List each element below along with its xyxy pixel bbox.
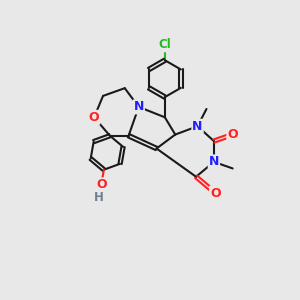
Text: O: O [96, 178, 106, 191]
Text: N: N [209, 155, 219, 168]
Text: N: N [134, 100, 144, 113]
Text: O: O [210, 187, 221, 200]
Text: Cl: Cl [158, 38, 171, 51]
Text: O: O [227, 128, 238, 141]
Text: O: O [89, 111, 99, 124]
Text: H: H [94, 191, 104, 204]
Text: N: N [192, 120, 203, 133]
